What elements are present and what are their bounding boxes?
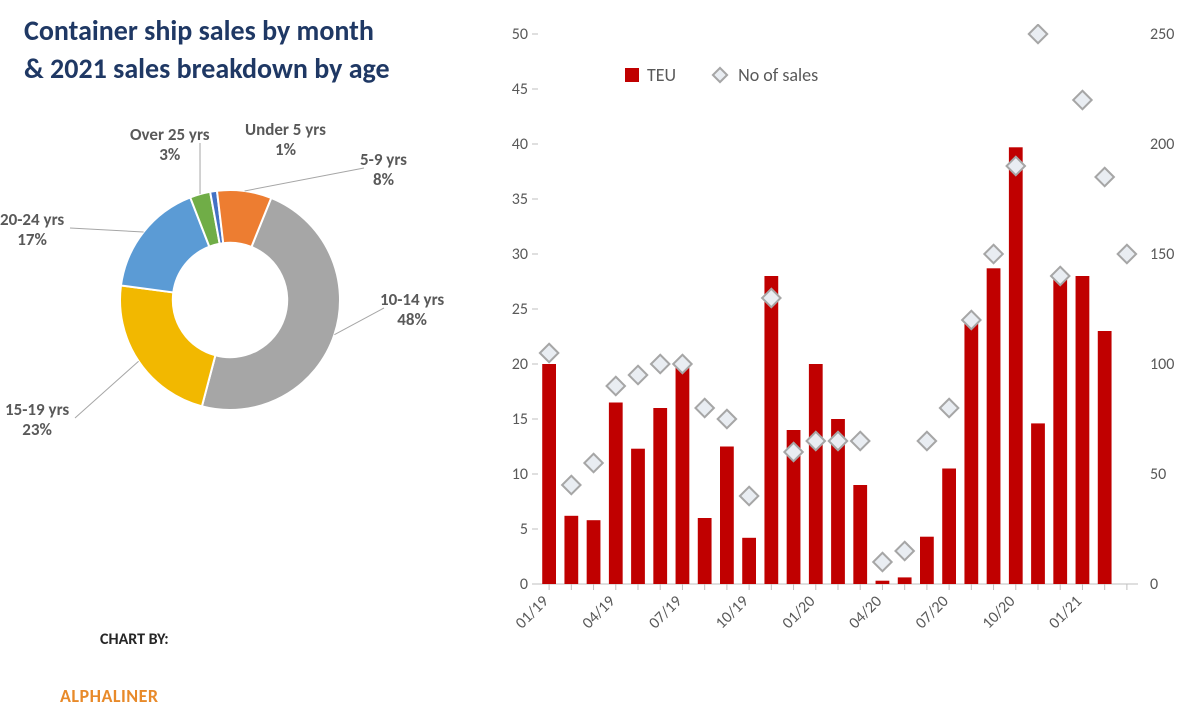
title-line-1: Container ship sales by month [24,13,374,48]
teu-bar [987,268,1001,584]
sales-marker [607,377,625,395]
donut-slice [120,285,215,406]
y-left-label: 30 [512,245,528,264]
sales-marker [651,355,669,373]
teu-bar [853,485,867,584]
sales-marker [1073,91,1091,109]
sales-marker [940,399,958,417]
teu-bar [698,518,712,584]
donut-slice-label: Over 25 yrs3% [130,125,210,166]
sales-marker [1095,168,1113,186]
teu-bar [542,364,556,584]
donut-leader-line [70,228,144,232]
x-axis-label: 04/20 [845,592,886,633]
x-axis-label: 04/19 [579,592,620,633]
donut-chart: Under 5 yrs1%5-9 yrs8%10-14 yrs48%15-19 … [100,170,360,430]
sales-marker [629,366,647,384]
sales-marker [562,476,580,494]
y-left-label: 0 [520,575,528,594]
legend-teu-swatch [625,68,639,82]
teu-bar [587,520,601,584]
sales-marker [984,245,1002,263]
sales-marker [873,553,891,571]
sales-marker [918,432,936,450]
x-axis-label: 07/20 [912,592,953,633]
teu-bar [653,408,667,584]
donut-slice-label: 5-9 yrs8% [360,150,407,191]
donut-slice-label: Under 5 yrs1% [245,120,326,161]
teu-bar [631,449,645,584]
sales-marker [740,487,758,505]
chart-title: Container ship sales by month & 2021 sal… [24,12,390,88]
donut-slice-label: 20-24 yrs17% [0,210,64,251]
y-left-label: 15 [512,410,528,429]
teu-bar [898,577,912,584]
donut-leader-line [334,308,384,335]
teu-bar [764,276,778,584]
y-right-label: 0 [1150,575,1158,594]
brand-name: ALPHALINER [60,685,159,707]
y-right-label: 200 [1150,135,1174,154]
y-right-label: 150 [1150,245,1174,264]
x-axis-label: 10/19 [712,592,753,633]
y-left-label: 20 [512,355,528,374]
chart-by-label: CHART BY: [100,630,169,649]
y-right-label: 100 [1150,355,1174,374]
x-axis-label: 01/19 [512,592,553,633]
bar-chart-legend: TEU No of sales [625,64,818,86]
donut-slice-label: 10-14 yrs48% [380,290,444,331]
teu-bar [676,366,690,584]
y-right-label: 50 [1150,465,1166,484]
y-left-label: 40 [512,135,528,154]
y-left-label: 45 [512,80,528,99]
donut-slice-label: 15-19 yrs23% [5,400,69,441]
teu-bar [1031,423,1045,584]
teu-bar [1098,331,1112,584]
sales-marker [540,344,558,362]
y-left-label: 50 [512,25,528,44]
teu-bar [964,320,978,584]
legend-sales-label: No of sales [738,64,818,86]
x-axis-label: 07/19 [645,592,686,633]
donut-leader-line [245,168,364,191]
sales-marker [695,399,713,417]
y-left-label: 25 [512,300,528,319]
y-left-label: 5 [520,520,528,539]
teu-bar [564,516,578,584]
teu-bar [876,581,890,584]
teu-bar [809,364,823,584]
teu-bar [1076,276,1090,584]
y-right-label: 250 [1150,25,1174,44]
title-line-2: & 2021 sales breakdown by age [24,51,390,86]
sales-marker [718,410,736,428]
bar-chart: TEU No of sales 0 5 10 15 20 25 30 35 40 45 50 0 50 1… [490,24,1190,654]
teu-bar [920,537,934,584]
sales-marker [1029,25,1047,43]
y-left-label: 35 [512,190,528,209]
donut-leader-line [75,361,139,418]
sales-marker [851,432,869,450]
teu-bar [609,403,623,585]
x-axis-label: 01/20 [779,592,820,633]
teu-bar [1009,147,1023,584]
teu-bar [742,538,756,584]
legend-teu-label: TEU [647,64,676,86]
teu-bar [720,447,734,585]
sales-marker [895,542,913,560]
sales-marker [1118,245,1136,263]
x-axis-label: 10/20 [979,592,1020,633]
sales-marker [584,454,602,472]
teu-bar [1053,279,1067,584]
x-axis-label: 01/21 [1045,592,1086,633]
legend-sales-marker [712,67,729,84]
y-left-label: 10 [512,465,528,484]
teu-bar [942,469,956,585]
